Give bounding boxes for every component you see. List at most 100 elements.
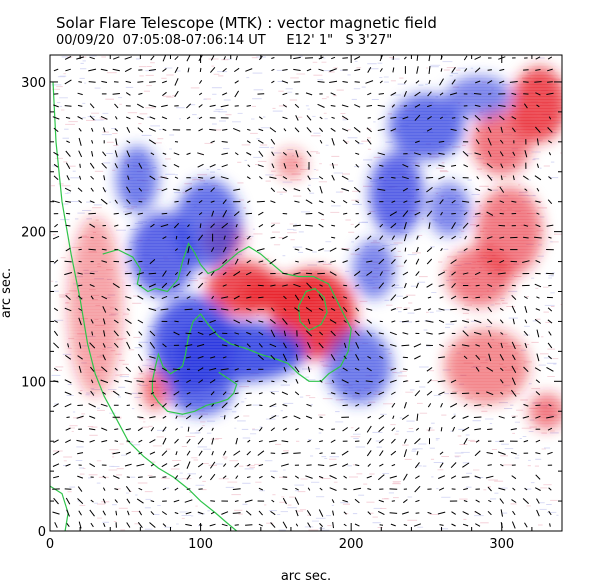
vector-segment — [426, 128, 433, 132]
vector-segment — [89, 415, 96, 419]
vector-segment — [523, 403, 529, 407]
noise-speck — [63, 456, 73, 458]
vector-segment — [343, 284, 348, 287]
noise-speck — [260, 144, 268, 146]
noise-speck — [65, 123, 75, 125]
vector-segment — [269, 319, 276, 324]
noise-speck — [259, 490, 265, 492]
vector-segment — [425, 177, 434, 179]
noise-speck — [265, 180, 271, 182]
vector-segment — [282, 404, 288, 407]
vector-segment — [100, 366, 108, 373]
vector-segment — [548, 176, 552, 180]
vector-segment — [173, 283, 180, 288]
vector-segment — [438, 164, 445, 167]
noise-speck — [271, 231, 280, 233]
noise-speck — [138, 373, 145, 375]
vector-segment — [486, 211, 494, 216]
noise-speck — [441, 162, 445, 164]
vector-segment — [474, 404, 482, 407]
noise-speck — [51, 280, 54, 282]
noise-speck — [141, 134, 152, 136]
vector-segment — [137, 319, 144, 324]
vector-segment — [198, 128, 203, 132]
vector-segment — [463, 437, 468, 445]
noise-speck — [391, 58, 400, 60]
noise-speck — [473, 469, 480, 471]
vector-segment — [534, 81, 542, 83]
vector-segment — [221, 152, 229, 155]
noise-speck — [525, 296, 529, 298]
noise-speck — [396, 265, 404, 267]
noise-speck — [538, 524, 543, 526]
noise-speck — [101, 56, 106, 58]
noise-speck — [552, 272, 555, 274]
vector-segment — [197, 331, 204, 335]
vector-segment — [283, 330, 286, 337]
vector-segment — [342, 81, 348, 83]
vector-segment — [282, 488, 288, 491]
vector-segment — [440, 211, 443, 216]
vector-segment — [114, 428, 119, 430]
vector-segment — [426, 283, 433, 288]
vector-segment — [379, 235, 384, 240]
noise-speck — [59, 296, 66, 298]
vector-segment — [498, 115, 505, 121]
vector-segment — [234, 152, 239, 156]
vector-segment — [247, 463, 251, 467]
vector-segment — [161, 80, 167, 84]
vector-segment — [487, 174, 493, 181]
vector-segment — [65, 200, 71, 203]
vector-segment — [174, 55, 179, 61]
vector-segment — [100, 379, 109, 384]
vector-segment — [295, 164, 298, 168]
vector-segment — [319, 416, 323, 418]
vector-segment — [103, 127, 106, 133]
vector-segment — [293, 283, 301, 288]
vector-segment — [78, 317, 82, 326]
vector-segment — [223, 450, 227, 456]
vector-segment — [112, 282, 120, 289]
vector-segment — [389, 379, 397, 383]
noise-speck — [113, 145, 119, 146]
noise-speck — [175, 174, 178, 176]
vector-segment — [524, 522, 528, 528]
vector-segment — [138, 451, 143, 455]
vector-segment — [270, 187, 276, 192]
y-tick-label: 300 — [21, 76, 46, 91]
noise-speck — [319, 163, 322, 165]
noise-speck — [399, 370, 407, 372]
vector-segment — [78, 150, 83, 158]
vector-segment — [463, 164, 469, 168]
noise-speck — [80, 390, 83, 392]
vector-segment — [437, 511, 446, 515]
vector-segment — [88, 428, 96, 431]
noise-speck — [318, 414, 326, 416]
vector-segment — [91, 151, 94, 157]
vector-segment — [210, 356, 216, 359]
vector-segment — [186, 296, 191, 299]
noise-speck — [426, 345, 431, 347]
noise-speck — [345, 219, 351, 221]
vector-segment — [209, 104, 216, 107]
vector-segment — [439, 451, 444, 455]
noise-speck — [260, 127, 270, 129]
noise-speck — [353, 287, 361, 289]
noise-speck — [275, 443, 282, 445]
vector-segment — [547, 319, 553, 324]
vector-segment — [416, 451, 419, 456]
vector-segment — [66, 509, 70, 517]
noise-speck — [324, 382, 333, 384]
noise-speck — [452, 391, 459, 393]
vector-segment — [53, 342, 60, 349]
vector-segment — [102, 151, 107, 157]
noise-speck — [59, 97, 68, 99]
vector-segment — [162, 392, 167, 395]
vector-segment — [209, 319, 216, 323]
noise-speck — [272, 494, 276, 496]
noise-speck — [305, 395, 311, 397]
vector-segment — [391, 235, 396, 240]
noise-speck — [344, 141, 350, 143]
vector-segment — [355, 403, 360, 407]
noise-speck — [143, 421, 146, 423]
